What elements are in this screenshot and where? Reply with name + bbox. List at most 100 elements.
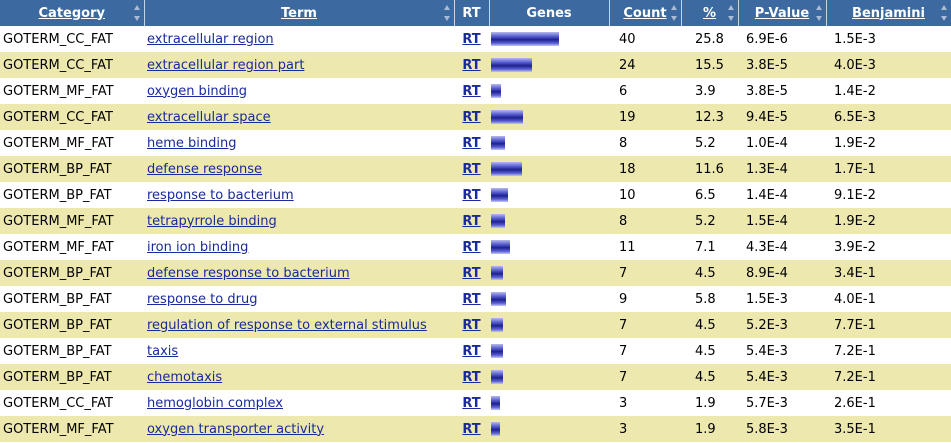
rt-cell: RT (454, 104, 489, 130)
gene-count-bar[interactable] (491, 32, 559, 46)
rt-link[interactable]: RT (462, 395, 481, 411)
rt-link[interactable]: RT (462, 83, 481, 99)
gene-count-bar[interactable] (491, 58, 532, 72)
sort-benjamini-link[interactable]: Benjamini (852, 5, 925, 21)
pvalue-cell: 3.8E-5 (746, 57, 788, 73)
gene-count-bar[interactable] (491, 136, 505, 150)
rt-link[interactable]: RT (462, 187, 481, 203)
genes-cell (489, 364, 609, 390)
pvalue-cell: 1.5E-3 (746, 291, 788, 307)
table-row: GOTERM_CC_FAT extracellular region RT 40 25.… (0, 26, 951, 52)
percent-cell: 12.3 (695, 109, 724, 125)
rt-link[interactable]: RT (462, 369, 481, 385)
sort-arrows-icon[interactable] (670, 5, 678, 21)
term-link[interactable]: defense response to bacterium (147, 265, 350, 281)
category-cell: GOTERM_CC_FAT (3, 57, 113, 73)
term-link[interactable]: response to bacterium (147, 187, 294, 203)
sort-arrows-icon[interactable] (443, 5, 451, 21)
term-cell: chemotaxis (144, 364, 454, 390)
rt-cell: RT (454, 182, 489, 208)
term-link[interactable]: taxis (147, 343, 179, 359)
gene-count-bar[interactable] (491, 396, 500, 410)
sort-percent-link[interactable]: % (702, 5, 717, 21)
sort-term-link[interactable]: Term (281, 5, 317, 21)
header-genes: Genes (489, 0, 610, 26)
header-term[interactable]: Term (144, 0, 455, 26)
count-cell: 8 (619, 213, 628, 229)
term-link[interactable]: iron ion binding (147, 239, 249, 255)
rt-link[interactable]: RT (462, 161, 481, 177)
gene-count-bar[interactable] (491, 84, 501, 98)
sort-category-link[interactable]: Category (38, 5, 105, 21)
gene-count-bar[interactable] (491, 344, 503, 358)
header-category[interactable]: Category (0, 0, 145, 26)
gene-count-bar[interactable] (491, 162, 522, 176)
gene-count-bar[interactable] (491, 188, 508, 202)
gene-count-bar[interactable] (491, 214, 505, 228)
table-row: GOTERM_MF_FAT tetrapyrrole binding RT 8 5.2 1… (0, 208, 951, 234)
count-cell: 6 (619, 83, 628, 99)
table-row: GOTERM_BP_FAT response to bacterium RT 10 6.… (0, 182, 951, 208)
percent-cell: 3.9 (695, 83, 716, 99)
rt-link[interactable]: RT (462, 239, 481, 255)
rt-link[interactable]: RT (462, 265, 481, 281)
header-count[interactable]: Count (609, 0, 682, 26)
term-link[interactable]: oxygen transporter activity (147, 421, 325, 437)
term-cell: regulation of response to external stimu… (144, 312, 454, 338)
header-pvalue[interactable]: P-Value (738, 0, 827, 26)
term-link[interactable]: tetrapyrrole binding (147, 213, 277, 229)
rt-link[interactable]: RT (462, 57, 481, 73)
gene-count-bar[interactable] (491, 110, 523, 124)
rt-cell: RT (454, 416, 489, 442)
genes-cell (489, 130, 609, 156)
sort-arrows-icon[interactable] (940, 5, 948, 21)
term-cell: response to bacterium (144, 182, 454, 208)
rt-header-label: RT (462, 5, 481, 21)
count-cell: 7 (619, 317, 628, 333)
pvalue-cell: 1.3E-4 (746, 161, 788, 177)
rt-link[interactable]: RT (462, 31, 481, 47)
rt-link[interactable]: RT (462, 317, 481, 333)
term-link[interactable]: oxygen binding (147, 83, 248, 99)
term-link[interactable]: response to drug (147, 291, 258, 307)
gene-count-bar[interactable] (491, 422, 500, 436)
term-link[interactable]: regulation of response to external stimu… (147, 317, 427, 333)
sort-arrows-icon[interactable] (727, 5, 735, 21)
rt-link[interactable]: RT (462, 421, 481, 437)
benjamini-cell: 4.0E-1 (834, 291, 876, 307)
gene-count-bar[interactable] (491, 318, 503, 332)
count-cell: 18 (619, 161, 636, 177)
rt-link[interactable]: RT (462, 213, 481, 229)
rt-cell: RT (454, 52, 489, 78)
sort-pvalue-link[interactable]: P-Value (754, 5, 810, 21)
sort-arrows-icon[interactable] (815, 5, 823, 21)
rt-link[interactable]: RT (462, 135, 481, 151)
category-cell: GOTERM_MF_FAT (3, 421, 114, 437)
genes-cell (489, 52, 609, 78)
term-link[interactable]: defense response (147, 161, 263, 177)
sort-arrows-icon[interactable] (133, 5, 141, 21)
term-link[interactable]: chemotaxis (147, 369, 223, 385)
category-cell: GOTERM_BP_FAT (3, 161, 112, 177)
table-row: GOTERM_CC_FAT extracellular region part RT… (0, 52, 951, 78)
gene-count-bar[interactable] (491, 240, 510, 254)
term-link[interactable]: extracellular space (147, 109, 271, 125)
term-link[interactable]: extracellular region part (147, 57, 305, 73)
term-link[interactable]: heme binding (147, 135, 237, 151)
table-row: GOTERM_BP_FAT chemotaxis RT 7 4.5 5.4E-3 7.2E-… (0, 364, 951, 390)
header-benjamini[interactable]: Benjamini (826, 0, 951, 26)
gene-count-bar[interactable] (491, 266, 503, 280)
term-link[interactable]: hemoglobin complex (147, 395, 283, 411)
header-percent[interactable]: % (681, 0, 739, 26)
gene-count-bar[interactable] (491, 292, 506, 306)
genes-cell (489, 26, 609, 52)
genes-cell (489, 286, 609, 312)
rt-link[interactable]: RT (462, 343, 481, 359)
percent-cell: 4.5 (695, 265, 716, 281)
gene-count-bar[interactable] (491, 370, 503, 384)
rt-link[interactable]: RT (462, 109, 481, 125)
rt-link[interactable]: RT (462, 291, 481, 307)
term-link[interactable]: extracellular region (147, 31, 274, 47)
sort-count-link[interactable]: Count (623, 5, 667, 21)
count-cell: 9 (619, 291, 628, 307)
